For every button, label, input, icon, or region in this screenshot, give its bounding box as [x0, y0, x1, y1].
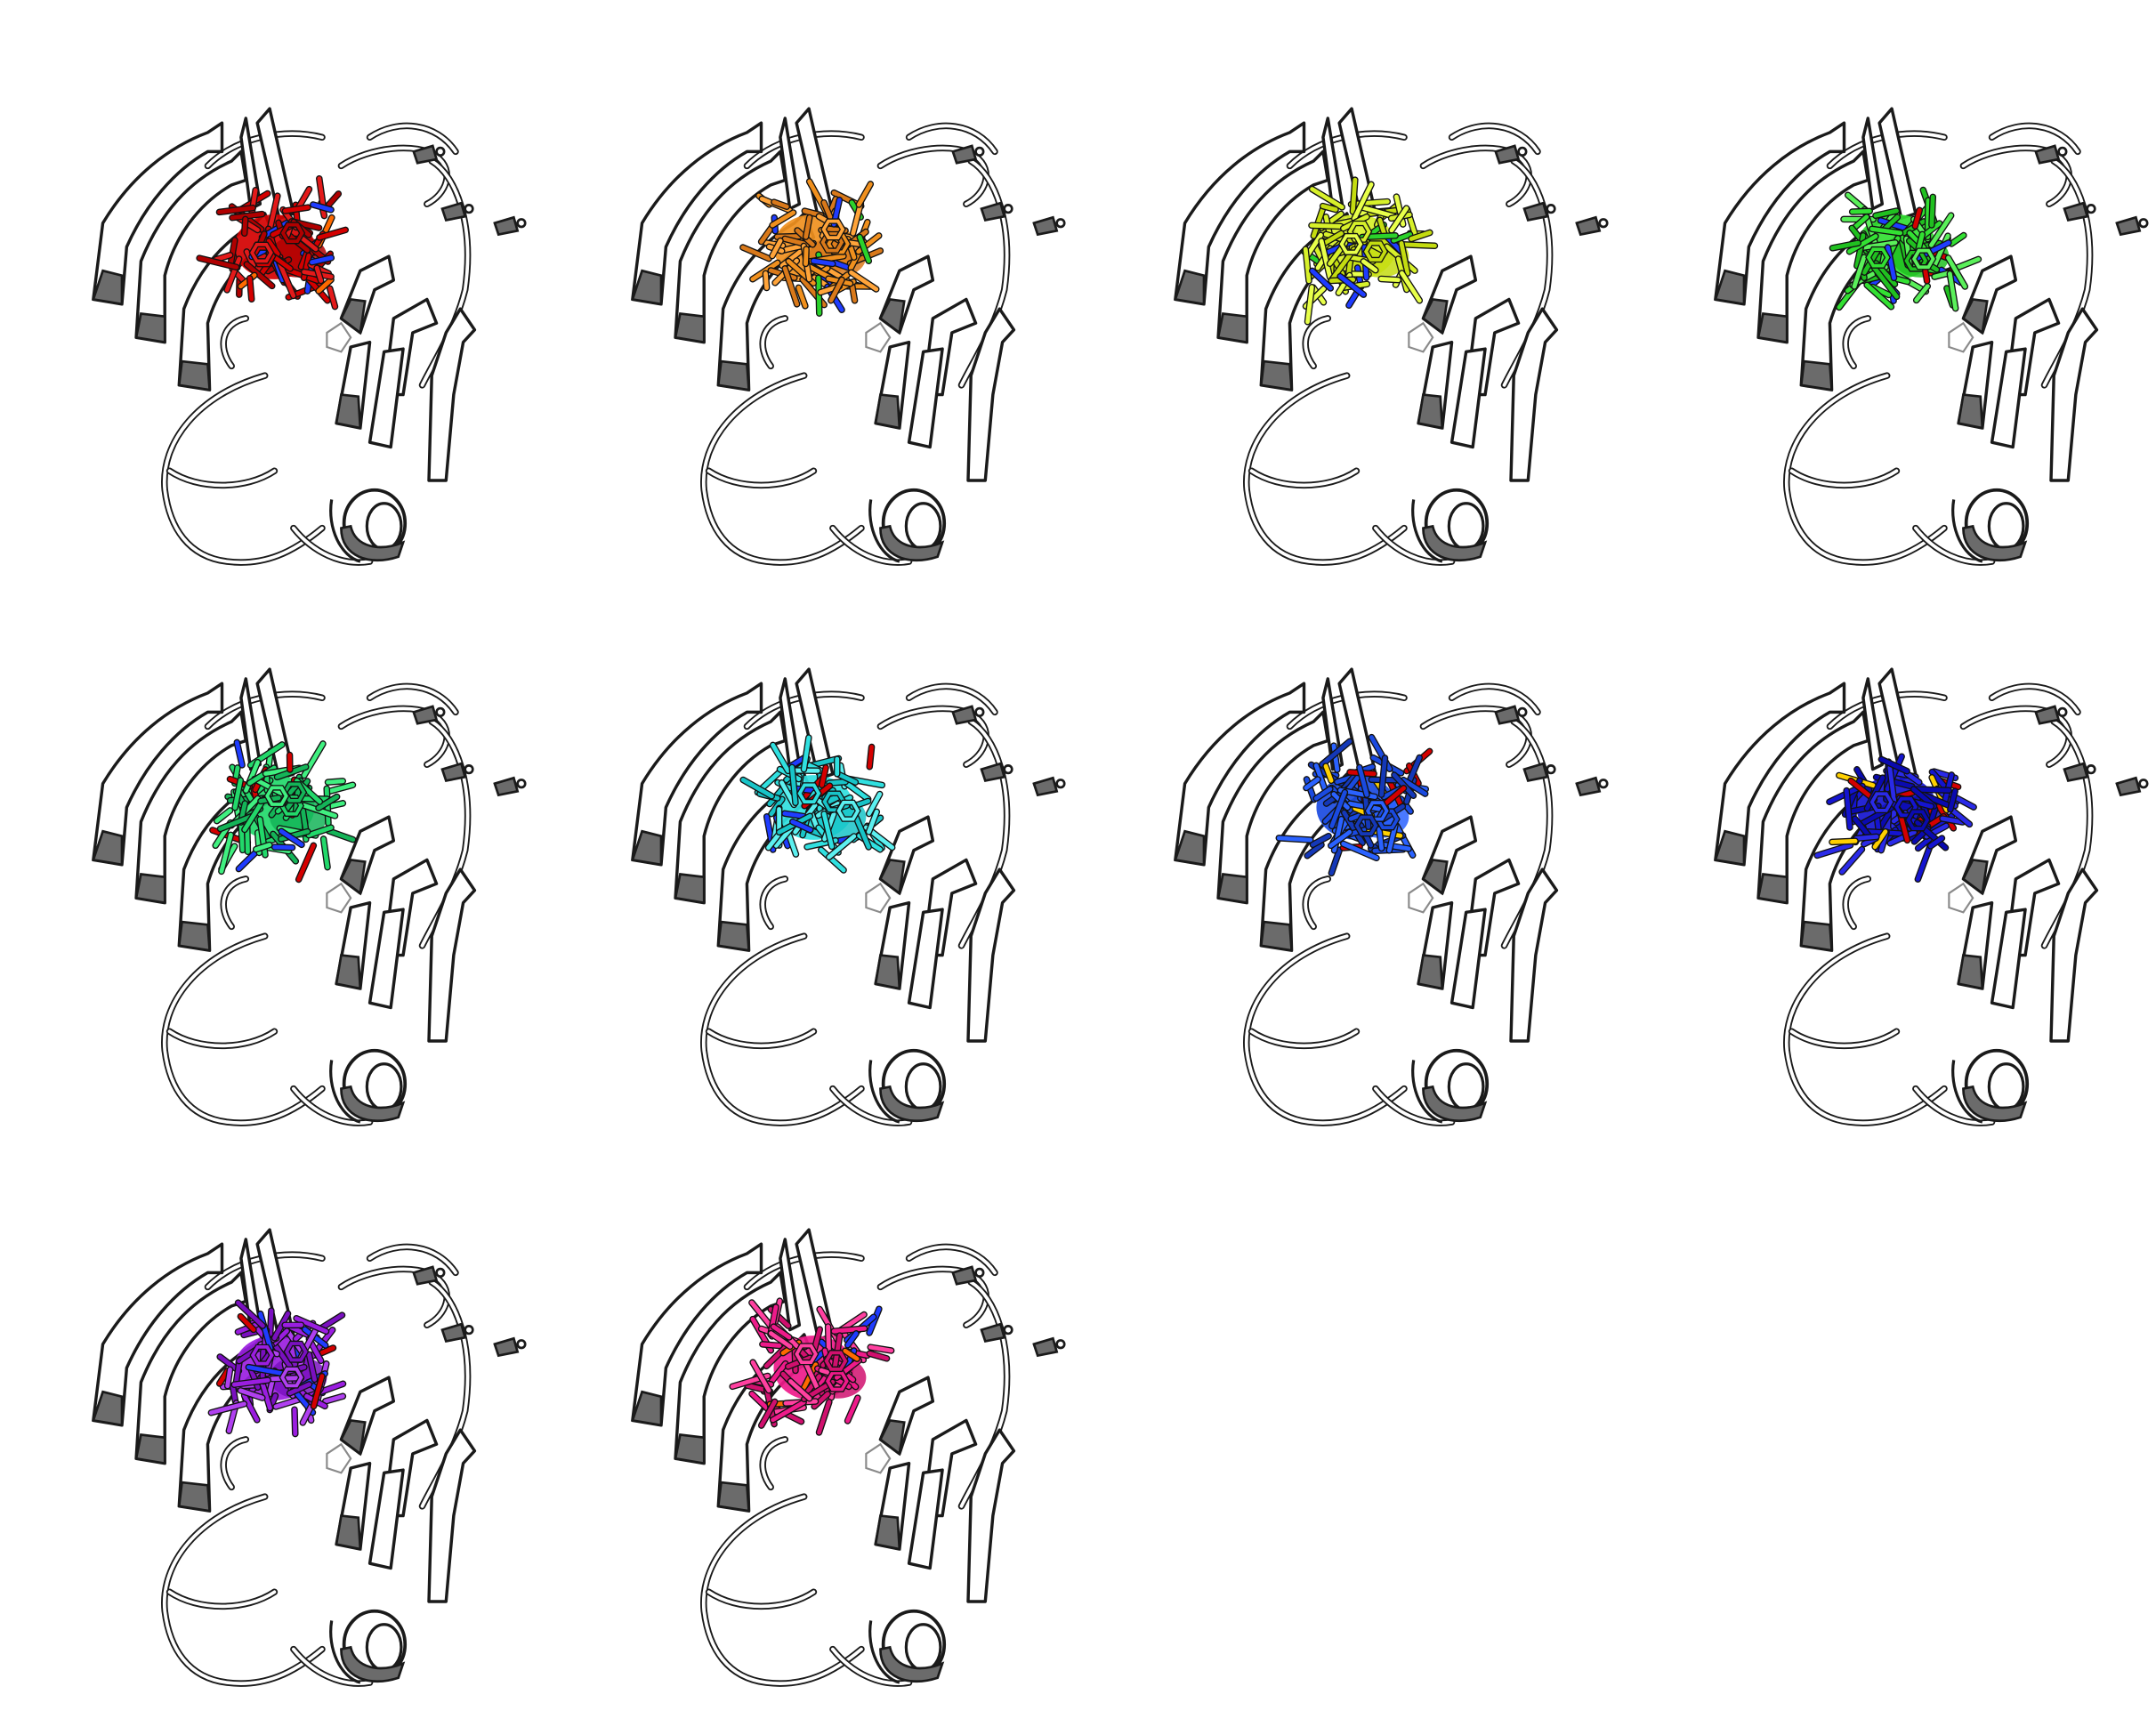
protein-cartoon [93, 109, 525, 562]
structure-drawing [55, 641, 589, 1174]
structure-drawing [594, 1201, 1128, 1735]
protein-cartoon [633, 669, 1064, 1123]
structure-drawing [1137, 80, 1671, 614]
structure-drawing [1137, 641, 1671, 1174]
protein-cartoon [633, 1230, 1064, 1683]
ligand-cluster [1304, 180, 1435, 322]
protein-cartoon [633, 109, 1064, 562]
structure-drawing [55, 1201, 589, 1735]
structure-drawing [1677, 80, 2156, 614]
structure-drawing [594, 641, 1128, 1174]
protein-cartoon [1716, 109, 2147, 562]
structure-panel-5 [55, 641, 589, 1174]
structure-drawing [1677, 641, 2156, 1174]
protein-cartoon [93, 1230, 525, 1683]
protein-cartoon [1175, 109, 1607, 562]
structure-panel-4 [1677, 80, 2156, 614]
structure-panel-9 [55, 1201, 589, 1735]
structure-panel-10 [594, 1201, 1128, 1735]
structure-panel-1 [55, 80, 589, 614]
protein-cartoon [1175, 669, 1607, 1123]
structure-panel-2 [594, 80, 1128, 614]
structure-panel-8 [1677, 641, 2156, 1174]
structure-panel-6 [594, 641, 1128, 1174]
protein-cartoon [1716, 669, 2147, 1123]
structure-drawing [594, 80, 1128, 614]
structure-drawing [55, 80, 589, 614]
structure-panel-7 [1137, 641, 1671, 1174]
structure-panel-3 [1137, 80, 1671, 614]
protein-cartoon [93, 669, 525, 1123]
